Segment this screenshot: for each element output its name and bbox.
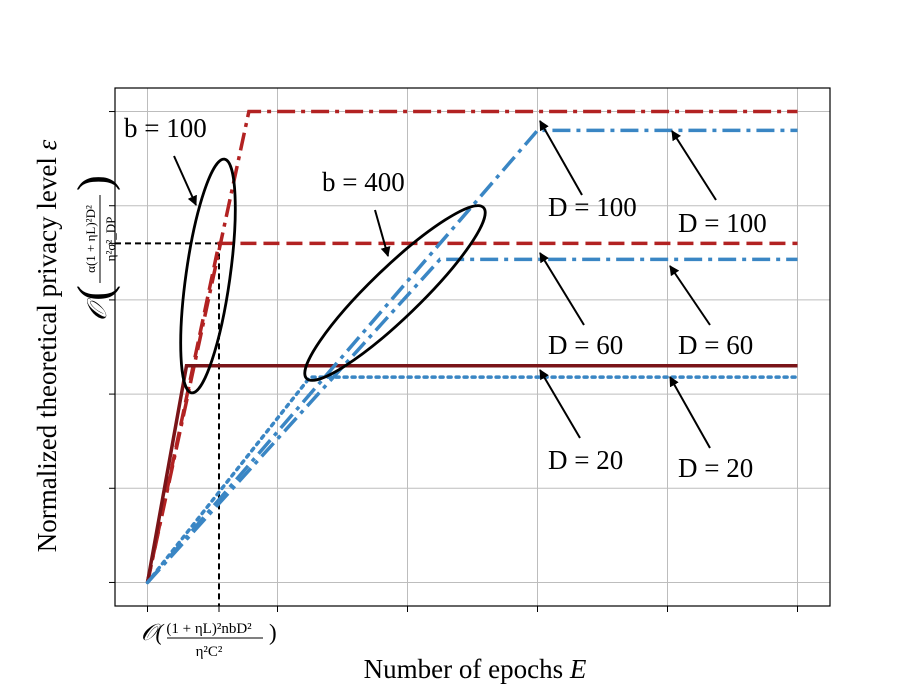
d20-blue-label: D = 20 [678, 453, 753, 483]
y-axis-label: Normalized theoretical privacy level ε [32, 139, 62, 552]
d20-blue-arrow [669, 376, 711, 449]
b400-ellipse [303, 204, 487, 382]
reference-lines [115, 242, 220, 606]
b400-label: b = 400 [322, 167, 405, 197]
d100-blue-label: D = 100 [678, 208, 767, 238]
b100-ellipse [179, 157, 237, 395]
d60-blue-arrow [669, 265, 711, 326]
b400-arrow [374, 209, 391, 257]
y-tick-numerator: α(1 + ηL)²D² [83, 205, 98, 273]
svg-text:): ) [269, 620, 277, 645]
b100-arrow [173, 155, 197, 206]
y-tick-expression: 𝒪 ( α(1 + ηL)²D² η²σ²_DP ) [68, 175, 121, 321]
svg-text:(: ( [68, 285, 121, 301]
plot-frame [114, 87, 831, 607]
svg-text:𝒪(: 𝒪( [141, 620, 164, 645]
d60-blue-label: D = 60 [678, 330, 753, 360]
x-tick-denominator: η²C² [196, 644, 223, 660]
d60-red-label: D = 60 [548, 330, 623, 360]
series-line-100-d60 [145, 241, 798, 583]
d60-red-arrow [539, 252, 585, 326]
x-tick-numerator: (1 + ηL)²nbD² [166, 621, 252, 637]
y-tick-denominator: η²σ²_DP [103, 217, 118, 262]
x-tick-expression: 𝒪( (1 + ηL)²nbD² η²C² ) [141, 620, 277, 660]
x-axis-label: Number of epochs E [364, 654, 587, 684]
series-line-100-d20 [145, 364, 798, 583]
series-lines [145, 109, 800, 585]
svg-text:): ) [68, 175, 121, 191]
y-axis-label-group: Normalized theoretical privacy level ε [32, 139, 62, 552]
d100-red-label: D = 100 [548, 192, 637, 222]
d20-red-label: D = 20 [548, 445, 623, 475]
b100-label: b = 100 [124, 113, 207, 143]
series-line-400-d20 [145, 375, 800, 585]
d100-blue-arrow [671, 130, 717, 201]
d20-red-arrow [539, 369, 581, 439]
axis-ticks [109, 111, 798, 612]
series-line-400-d60 [146, 257, 798, 584]
d100-red-arrow [539, 120, 583, 196]
series-line-100-d100 [145, 109, 798, 583]
